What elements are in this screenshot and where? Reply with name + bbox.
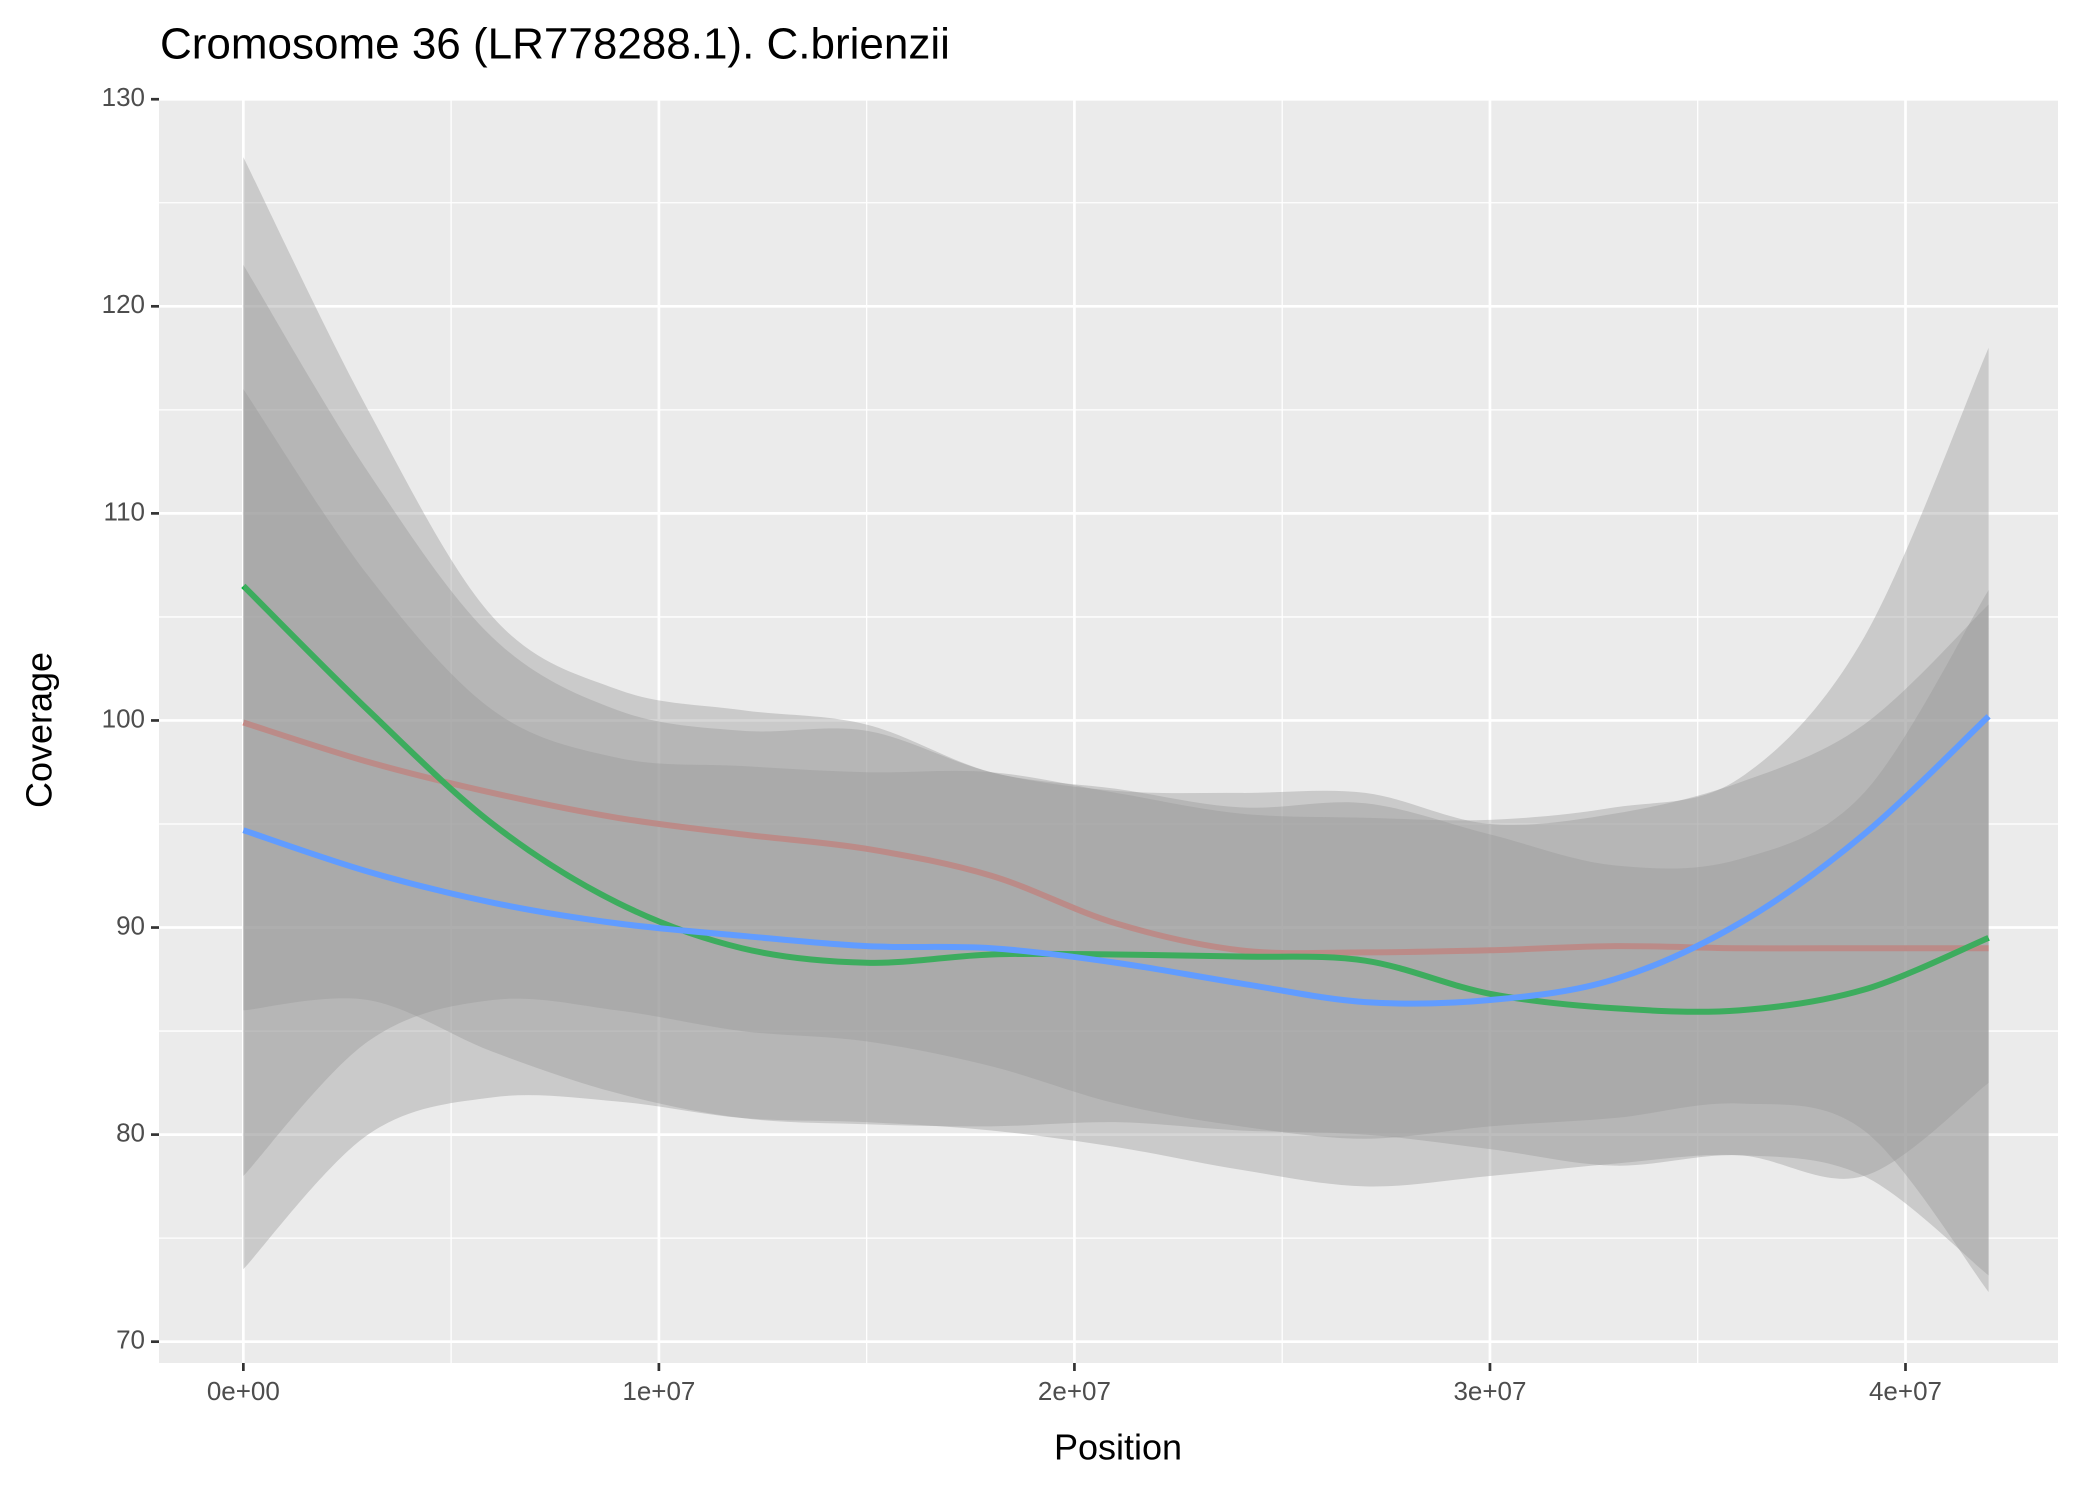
marks xyxy=(241,157,1991,1292)
y-tick-label: 100 xyxy=(102,703,145,733)
y-tick-label: 130 xyxy=(102,82,145,112)
x-tick-label: 1e+07 xyxy=(622,1376,695,1406)
y-tick-label: 70 xyxy=(116,1325,145,1355)
x-tick-label: 3e+07 xyxy=(1453,1376,1526,1406)
grid xyxy=(159,97,2058,1363)
y-tick-label: 110 xyxy=(104,496,145,526)
x-axis-title: Position xyxy=(1054,1427,1182,1468)
chart-title: Cromosome 36 (LR778288.1). C.brienzii xyxy=(160,20,950,69)
panel xyxy=(159,98,2058,1363)
trend-line xyxy=(242,719,1989,957)
trend-line xyxy=(242,714,1991,1007)
x-tick-label: 4e+07 xyxy=(1869,1376,1942,1406)
trend-line xyxy=(241,583,1990,1015)
y-tick-label: 90 xyxy=(116,910,145,940)
confidence-band xyxy=(243,264,1989,1292)
y-tick-label: 80 xyxy=(116,1117,145,1147)
axes: 70 80 90 100 110 120 130 0e+00 1e+07 2e+07 3e+07 4e… xyxy=(102,82,1942,1406)
y-tick-label: 120 xyxy=(102,289,145,319)
y-axis-title: Coverage xyxy=(19,652,60,808)
x-tick-label: 0e+00 xyxy=(207,1376,280,1406)
confidence-band xyxy=(243,347,1989,1270)
x-tick-label: 2e+07 xyxy=(1038,1376,1111,1406)
